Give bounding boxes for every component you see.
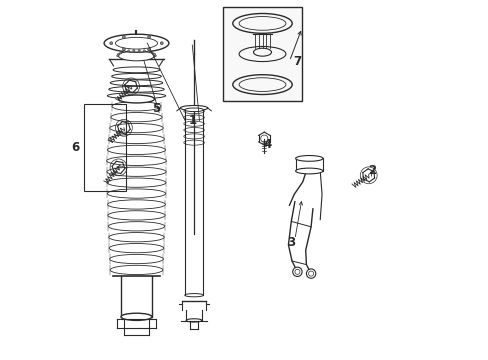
Ellipse shape	[108, 134, 164, 144]
Ellipse shape	[295, 156, 322, 161]
Ellipse shape	[110, 265, 163, 275]
Ellipse shape	[118, 95, 154, 103]
Text: 1: 1	[188, 114, 196, 127]
Ellipse shape	[108, 86, 164, 92]
Circle shape	[117, 53, 120, 55]
Ellipse shape	[109, 123, 163, 133]
Ellipse shape	[113, 67, 160, 73]
Ellipse shape	[107, 93, 165, 99]
Circle shape	[160, 42, 163, 45]
Ellipse shape	[295, 168, 322, 174]
Ellipse shape	[108, 233, 164, 242]
Circle shape	[306, 269, 315, 278]
Ellipse shape	[108, 211, 165, 220]
Circle shape	[138, 49, 140, 51]
Circle shape	[147, 51, 149, 53]
Ellipse shape	[118, 51, 154, 61]
Text: 2: 2	[367, 165, 376, 177]
Text: 6: 6	[71, 141, 79, 154]
Ellipse shape	[121, 313, 152, 320]
Ellipse shape	[106, 156, 166, 166]
Text: 4: 4	[263, 138, 271, 150]
Ellipse shape	[107, 178, 165, 187]
Circle shape	[153, 53, 155, 55]
Circle shape	[143, 50, 145, 52]
Ellipse shape	[112, 102, 161, 111]
Circle shape	[122, 36, 125, 39]
Bar	[223, 7, 302, 101]
Circle shape	[147, 48, 150, 51]
Circle shape	[147, 36, 150, 39]
Circle shape	[151, 52, 153, 54]
Circle shape	[127, 50, 129, 52]
Ellipse shape	[184, 294, 203, 297]
Circle shape	[117, 55, 119, 57]
Circle shape	[123, 51, 125, 53]
Circle shape	[120, 52, 122, 54]
Ellipse shape	[109, 255, 163, 264]
Ellipse shape	[108, 222, 164, 231]
Circle shape	[154, 55, 156, 57]
Circle shape	[132, 49, 135, 51]
Ellipse shape	[186, 319, 202, 322]
Ellipse shape	[239, 46, 285, 62]
Ellipse shape	[184, 108, 203, 112]
Text: 3: 3	[286, 237, 295, 249]
Ellipse shape	[107, 189, 165, 198]
Ellipse shape	[110, 80, 163, 86]
Text: 5: 5	[152, 102, 160, 114]
Circle shape	[122, 48, 125, 51]
Text: 7: 7	[292, 55, 301, 68]
Ellipse shape	[253, 48, 271, 56]
Ellipse shape	[107, 200, 165, 209]
Circle shape	[110, 42, 112, 45]
Ellipse shape	[107, 167, 166, 176]
Bar	[84, 104, 125, 191]
Circle shape	[292, 267, 302, 276]
Ellipse shape	[109, 243, 163, 253]
Ellipse shape	[107, 145, 165, 154]
Ellipse shape	[111, 73, 161, 79]
Ellipse shape	[111, 113, 162, 122]
Ellipse shape	[104, 34, 168, 52]
Ellipse shape	[180, 105, 207, 111]
